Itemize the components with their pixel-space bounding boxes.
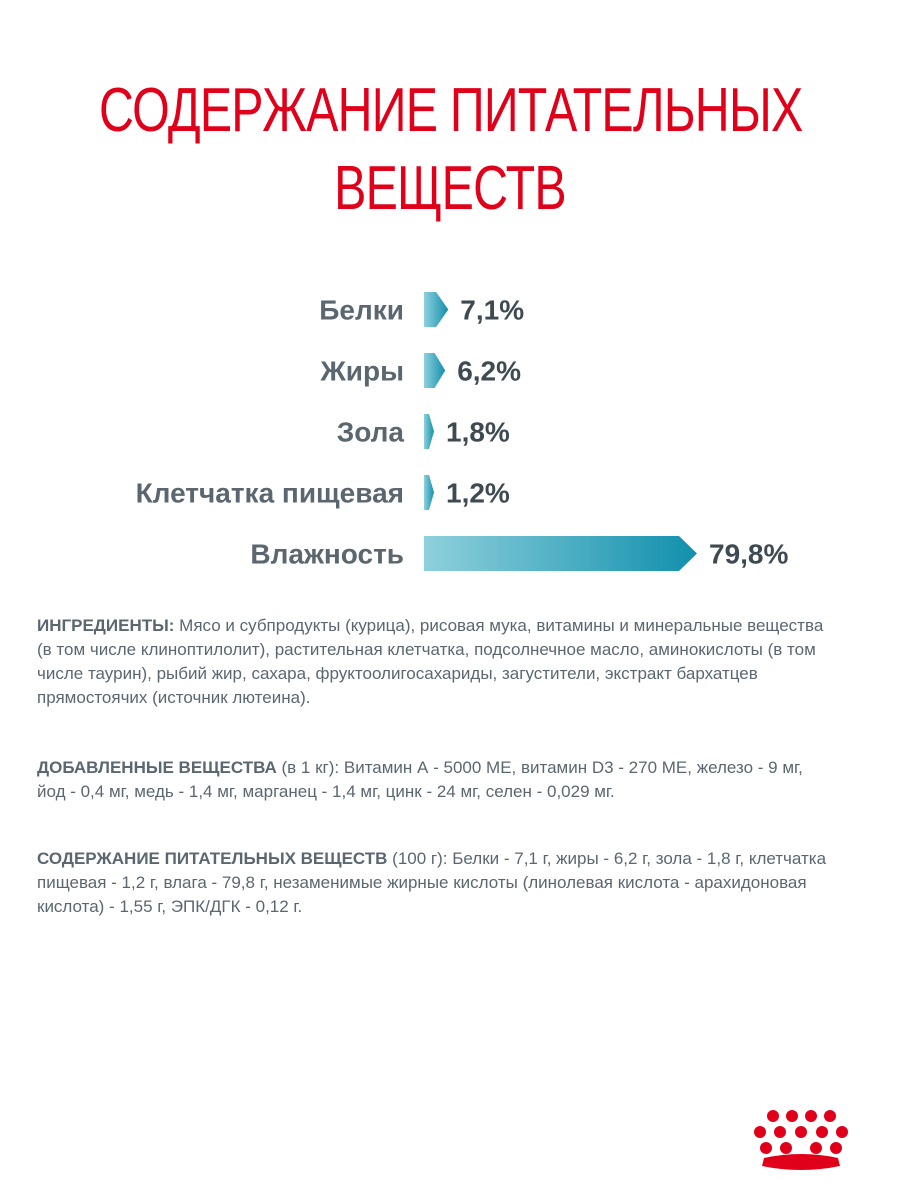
ingredients-text: Мясо и субпродукты (курица), рисовая мук… — [37, 616, 824, 707]
ingredients-block: ИНГРЕДИЕНТЫ: Мясо и субпродукты (курица)… — [37, 614, 827, 710]
category-label: Белки — [319, 295, 404, 326]
nutrients-heading: СОДЕРЖАНИЕ ПИТАТЕЛЬНЫХ ВЕЩЕСТВ — [37, 849, 388, 868]
value-label: 79,8% — [709, 539, 788, 570]
bar-3 — [424, 475, 434, 510]
value-label: 1,8% — [446, 417, 510, 448]
ingredients-heading: ИНГРЕДИЕНТЫ: — [37, 616, 175, 635]
bar-4 — [424, 536, 697, 571]
bar-1 — [424, 353, 446, 388]
category-label: Клетчатка пищевая — [136, 478, 404, 509]
royal-canin-crown-icon — [754, 1110, 848, 1170]
title-line-1: СОДЕРЖАНИЕ ПИТАТЕЛЬНЫХ — [99, 76, 803, 145]
value-label: 7,1% — [460, 295, 524, 326]
nutrients-block: СОДЕРЖАНИЕ ПИТАТЕЛЬНЫХ ВЕЩЕСТВ (100 г): … — [37, 847, 827, 919]
additives-heading: ДОБАВЛЕННЫЕ ВЕЩЕСТВА — [37, 758, 277, 777]
value-label: 1,2% — [446, 478, 510, 509]
category-label: Жиры — [319, 356, 404, 387]
additives-block: ДОБАВЛЕННЫЕ ВЕЩЕСТВА (в 1 кг): Витамин А… — [37, 756, 827, 804]
nutrient-bar-chart: Белки 7,1% Жиры 6,2% Зола 1,8% Клетчатка пищев… — [136, 292, 788, 571]
title-line-2: ВЕЩЕСТВ — [334, 154, 567, 223]
nutrients-text: (100 г): Белки - 7,1 г, жиры - 6,2 г, зо… — [37, 849, 827, 916]
page-title: СОДЕРЖАНИЕ ПИТАТЕЛЬНЫХ ВЕЩЕСТВ — [99, 72, 803, 228]
category-label: Влажность — [250, 539, 404, 570]
additives-text: (в 1 кг): Витамин А - 5000 МЕ, витамин D… — [37, 758, 803, 801]
value-label: 6,2% — [457, 356, 521, 387]
category-label: Зола — [337, 417, 405, 448]
bar-2 — [424, 414, 434, 449]
bar-0 — [424, 292, 449, 327]
